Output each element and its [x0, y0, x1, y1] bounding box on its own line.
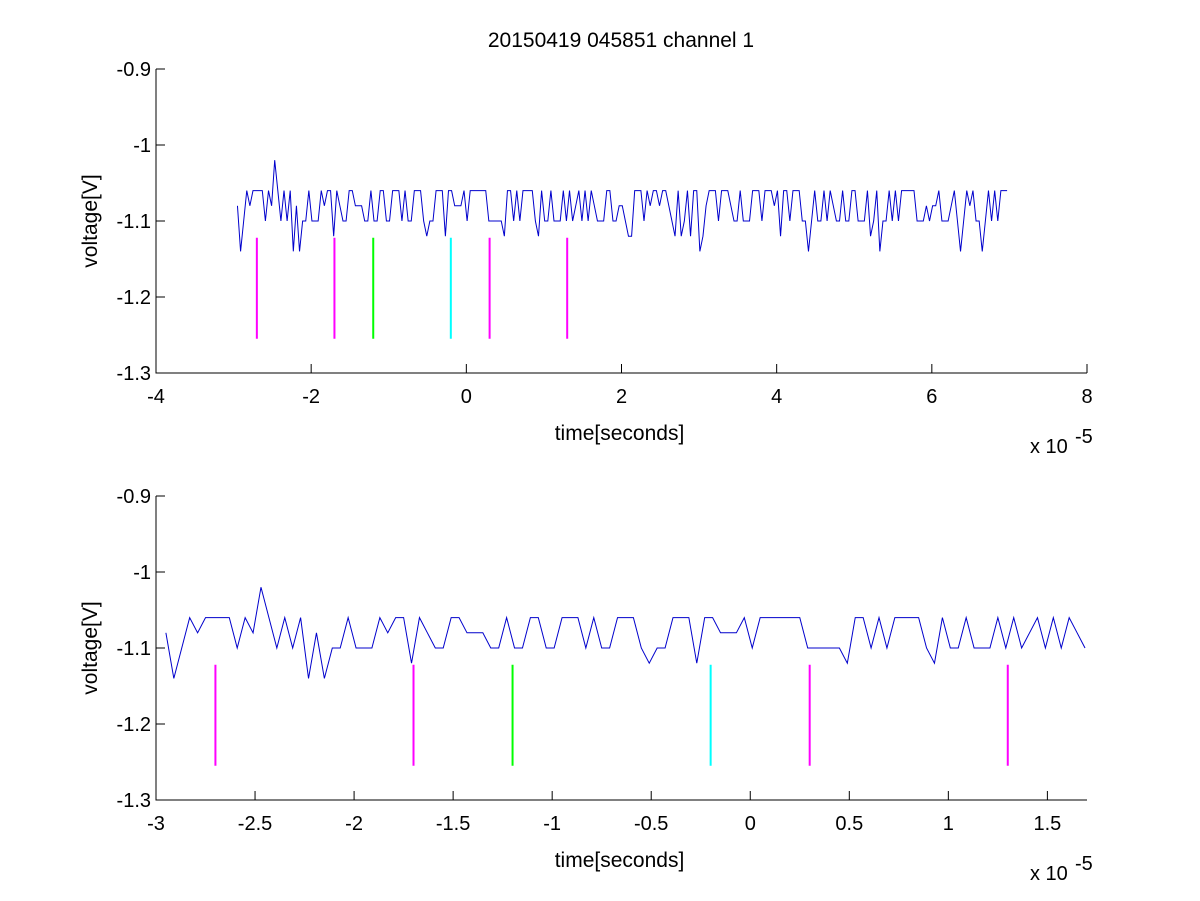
y-tick-label: -0.9 [117, 59, 151, 81]
x-tick-label: -0.5 [634, 813, 668, 835]
axes-frame [155, 496, 1087, 801]
x-tick-label: -1.5 [436, 813, 470, 835]
y-tick-label: -1 [133, 135, 151, 157]
voltage-trace [165, 587, 1086, 679]
voltage-trace [236, 160, 1008, 252]
x-axis-label: time[seconds] [555, 422, 685, 445]
y-tick-label: -1.1 [117, 638, 151, 660]
x-tick-label: 8 [1081, 386, 1092, 408]
x-tick-label: 0.5 [835, 813, 863, 835]
figure-title: 20150419 045851 channel 1 [488, 29, 754, 52]
y-tick-label: -1.2 [117, 287, 151, 309]
x-tick-label: -2 [302, 386, 320, 408]
y-tick-label: -1.3 [117, 363, 151, 385]
x-tick-label: -3 [147, 813, 165, 835]
x-axis-label: time[seconds] [555, 849, 685, 872]
x-tick-label: 6 [926, 386, 937, 408]
x-tick-label: 1 [943, 813, 954, 835]
x-tick-label: 0 [461, 386, 472, 408]
y-tick-label: -1.2 [117, 714, 151, 736]
subplot-bottom: -3 -2.5 -2 -1.5 -1 -0.5 0 0.5 1 1.5 -1.3 -1.2 -1.1 -1… [79, 486, 1093, 885]
y-tick-label: -1.3 [117, 790, 151, 812]
y-tick-label: -1.1 [117, 211, 151, 233]
x-tick-label: -1 [543, 813, 561, 835]
subplot-top: -4 -2 0 2 4 6 8 -1.3 -1.2 -1.1 -1 -0.9 time[seconds]… [79, 59, 1093, 458]
x-tick-label: 2 [616, 386, 627, 408]
x-tick-label: 1.5 [1033, 813, 1061, 835]
x-tick-label: 4 [771, 386, 782, 408]
y-tick-label: -0.9 [117, 486, 151, 508]
x-exponent-label: x 10 [1030, 436, 1068, 458]
x-exponent: -5 [1075, 426, 1093, 448]
x-exponent-label: x 10 [1030, 863, 1068, 885]
x-tick-label: -2 [345, 813, 363, 835]
x-exponent: -5 [1075, 853, 1093, 875]
y-axis-label: voltage[V] [79, 601, 102, 694]
x-tick-label: -4 [147, 386, 165, 408]
x-tick-label: 0 [745, 813, 756, 835]
y-axis-label: voltage[V] [79, 174, 102, 267]
x-tick-label: -2.5 [238, 813, 272, 835]
y-tick-label: -1 [133, 562, 151, 584]
